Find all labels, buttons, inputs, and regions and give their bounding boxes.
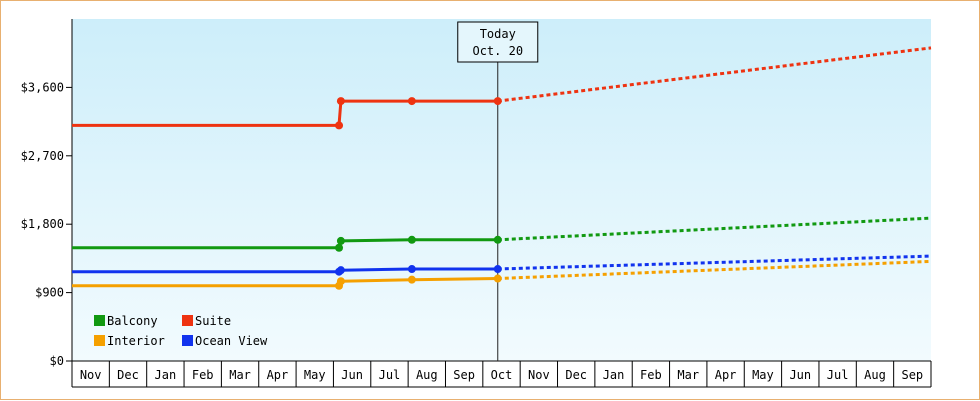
forecast-line-suite bbox=[497, 46, 932, 103]
x-tick-label: May bbox=[752, 368, 774, 382]
y-tick-label: $2,700 bbox=[21, 149, 64, 163]
forecast-line-interior bbox=[497, 259, 932, 280]
legend-swatch-interior bbox=[94, 335, 105, 346]
legend-label-ocean-view: Ocean View bbox=[195, 334, 268, 348]
data-point-interior bbox=[493, 274, 502, 283]
x-tick-label: Apr bbox=[267, 368, 289, 382]
data-point-balcony bbox=[336, 236, 345, 245]
x-tick-label: Mar bbox=[229, 368, 251, 382]
x-tick-label: Aug bbox=[864, 368, 886, 382]
y-tick-label: $0 bbox=[50, 354, 64, 368]
x-tick-label: Sep bbox=[453, 368, 475, 382]
y-tick-label: $900 bbox=[35, 286, 64, 300]
x-tick-label: May bbox=[304, 368, 326, 382]
x-tick-label: Mar bbox=[677, 368, 699, 382]
data-point-balcony bbox=[407, 235, 416, 244]
plot-background bbox=[72, 19, 931, 361]
x-tick-label: Nov bbox=[80, 368, 102, 382]
x-tick-label: Dec bbox=[117, 368, 139, 382]
forecast-line-balcony bbox=[497, 216, 932, 242]
legend-label-balcony: Balcony bbox=[107, 314, 158, 328]
data-point-suite bbox=[493, 97, 502, 106]
legend-swatch-balcony bbox=[94, 315, 105, 326]
legend-label-suite: Suite bbox=[195, 314, 231, 328]
data-point-balcony bbox=[493, 235, 502, 244]
data-point-ocean-view bbox=[407, 265, 416, 274]
x-tick-label: Jan bbox=[155, 368, 177, 382]
x-tick-label: Apr bbox=[715, 368, 737, 382]
x-tick-label: Feb bbox=[192, 368, 214, 382]
y-tick-label: $1,800 bbox=[21, 217, 64, 231]
data-point-suite bbox=[335, 121, 344, 130]
x-tick-label: Nov bbox=[528, 368, 550, 382]
forecast-line-ocean-view bbox=[497, 254, 932, 271]
x-tick-label: Jul bbox=[379, 368, 401, 382]
legend-swatch-suite bbox=[182, 315, 193, 326]
x-tick-label: Dec bbox=[565, 368, 587, 382]
x-tick-label: Feb bbox=[640, 368, 662, 382]
x-tick-label: Jan bbox=[603, 368, 625, 382]
data-point-ocean-view bbox=[336, 266, 345, 275]
today-date-label: Oct. 20 bbox=[472, 44, 523, 58]
x-tick-label: Aug bbox=[416, 368, 438, 382]
data-point-interior bbox=[336, 277, 345, 286]
legend-label-interior: Interior bbox=[107, 334, 165, 348]
data-point-balcony bbox=[335, 243, 344, 252]
x-tick-label: Oct bbox=[491, 368, 513, 382]
x-tick-label: Jul bbox=[827, 368, 849, 382]
x-tick-label: Jun bbox=[789, 368, 811, 382]
legend-swatch-ocean-view bbox=[182, 335, 193, 346]
today-label: Today bbox=[480, 27, 516, 41]
today-box bbox=[457, 21, 539, 63]
x-tick-label: Jun bbox=[341, 368, 363, 382]
data-point-ocean-view bbox=[493, 265, 502, 274]
y-tick-label: $3,600 bbox=[21, 80, 64, 94]
data-point-interior bbox=[407, 275, 416, 284]
data-point-suite bbox=[336, 97, 345, 106]
data-point-suite bbox=[407, 97, 416, 106]
x-tick-label: Sep bbox=[901, 368, 923, 382]
